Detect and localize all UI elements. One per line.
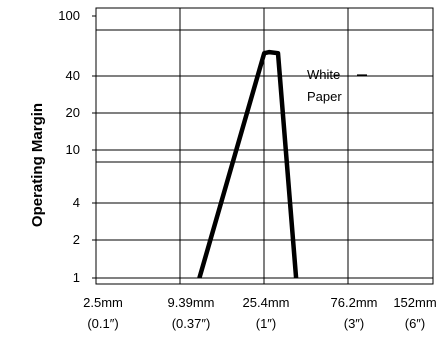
y-tick-label: 4 <box>73 195 80 210</box>
x-tick-label-metric: 152mm <box>393 295 436 310</box>
x-tick-label-metric: 2.5mm <box>83 295 123 310</box>
series-line-white-paper <box>197 49 299 279</box>
y-tick-label: 1 <box>73 270 80 285</box>
x-tick-label-metric: 9.39mm <box>168 295 215 310</box>
grid <box>96 8 433 284</box>
y-tick-label: 2 <box>73 232 80 247</box>
y-tick-labels: 100 40 20 10 4 2 1 <box>58 8 96 285</box>
annotation: White Paper <box>307 67 367 104</box>
x-tick-label-metric: 25.4mm <box>243 295 290 310</box>
x-tick-label-imperial: (3″) <box>344 316 365 331</box>
y-tick-label: 20 <box>66 105 80 120</box>
x-tick-labels: 2.5mm (0.1″) 9.39mm (0.37″) 25.4mm (1″) 76.2mm… <box>83 295 437 331</box>
annotation-line-2: Paper <box>307 89 342 104</box>
y-tick-label: 40 <box>66 68 80 83</box>
y-tick-label: 100 <box>58 8 80 23</box>
series-layer <box>197 49 299 279</box>
x-tick-label-imperial: (6″) <box>405 316 426 331</box>
x-tick-label-imperial: (0.37″) <box>172 316 211 331</box>
x-tick-label-metric: 76.2mm <box>331 295 378 310</box>
x-tick-label-imperial: (0.1″) <box>87 316 118 331</box>
plot-frame <box>95 7 434 285</box>
y-tick-label: 10 <box>66 142 80 157</box>
x-tick-label-imperial: (1″) <box>256 316 277 331</box>
annotation-line-1: White <box>307 67 340 82</box>
y-axis-label: Operating Margin <box>29 103 46 227</box>
